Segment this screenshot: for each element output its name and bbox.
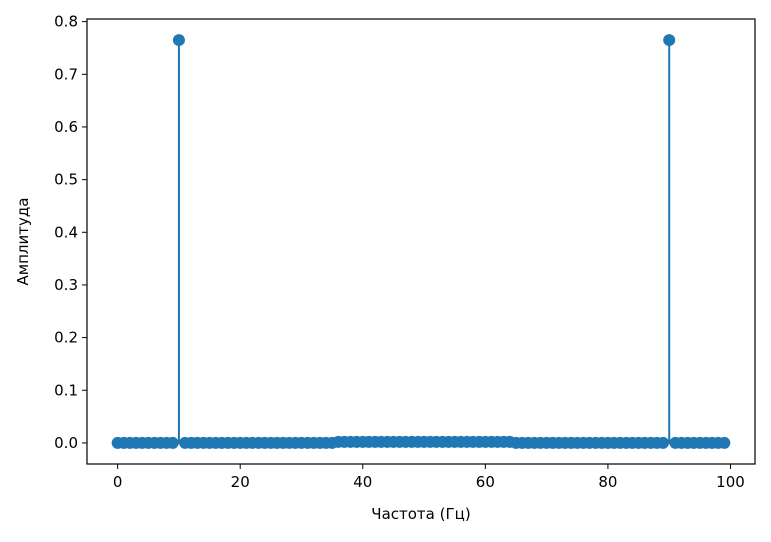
chart-marks [111, 34, 731, 449]
y-tick-label: 0.3 [54, 276, 78, 294]
plot-area-frame [86, 18, 756, 465]
y-tick-label: 0.7 [54, 65, 78, 83]
x-axis-ticks: 0 20 40 60 80 100 [113, 464, 745, 491]
stem-marker [657, 436, 670, 449]
y-tick-label: 0.4 [54, 223, 78, 241]
y-tick-label: 0.8 [54, 13, 78, 31]
y-tick-label: 0.2 [54, 329, 78, 347]
x-tick-label: 60 [476, 473, 495, 491]
y-tick-label: 0.6 [54, 118, 78, 136]
y-tick-label: 0.5 [54, 171, 78, 189]
x-tick-label: 0 [113, 473, 123, 491]
x-tick-label: 100 [716, 473, 745, 491]
y-axis-ticks: 0.0 0.1 0.2 0.3 0.4 0.5 0.6 0.7 0.8 [54, 13, 87, 452]
x-tick-label: 40 [353, 473, 372, 491]
y-tick-label: 0.1 [54, 381, 78, 399]
x-tick-label: 20 [231, 473, 250, 491]
x-axis-label: Частота (Гц) [371, 505, 470, 523]
y-axis-label: Амплитуда [14, 198, 32, 286]
stem-marker [663, 34, 676, 47]
stem-marker [166, 436, 179, 449]
stem-marker [172, 34, 185, 47]
x-tick-label: 80 [598, 473, 617, 491]
stem-marker [718, 436, 731, 449]
y-tick-label: 0.0 [54, 434, 78, 452]
